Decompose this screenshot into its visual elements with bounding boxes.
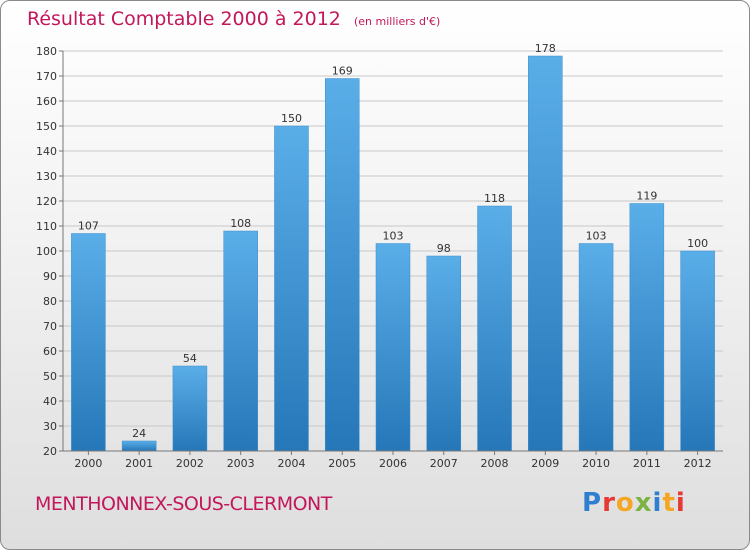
value-label-2011: 119 bbox=[636, 190, 657, 203]
label-layer: 107 24 54 108 150 169 103 98 118 178 103 119 100 bbox=[78, 42, 708, 440]
chart-subtitle: (en milliers d'€) bbox=[353, 15, 441, 28]
y-tick-label-70: 70 bbox=[43, 320, 57, 333]
bar-2003 bbox=[223, 230, 258, 452]
logo-letter: r bbox=[602, 488, 616, 518]
logo-letter: x bbox=[634, 488, 653, 518]
bar-2009 bbox=[528, 55, 563, 452]
title-row: Résultat Comptable 2000 à 2012 (en milli… bbox=[27, 8, 440, 30]
y-tick-label-50: 50 bbox=[43, 370, 57, 383]
x-tick-label-2007: 2007 bbox=[430, 457, 458, 470]
y-tick-label-20: 20 bbox=[43, 445, 57, 458]
bar-2001 bbox=[121, 440, 157, 452]
x-tick-label-2011: 2011 bbox=[633, 457, 661, 470]
x-tick-label-2004: 2004 bbox=[277, 457, 305, 470]
bar-2005 bbox=[324, 78, 360, 452]
value-label-2000: 107 bbox=[78, 220, 99, 233]
logo-letter: P bbox=[582, 488, 603, 518]
y-tick-label-120: 120 bbox=[36, 195, 57, 208]
value-label-2002: 54 bbox=[183, 352, 197, 365]
x-tick-label-2008: 2008 bbox=[481, 457, 509, 470]
logo-letter: i bbox=[652, 488, 663, 518]
bar-layer bbox=[71, 55, 715, 452]
bar-2011 bbox=[629, 203, 665, 452]
y-tick-label-160: 160 bbox=[36, 95, 57, 108]
x-tick-label-2005: 2005 bbox=[328, 457, 356, 470]
y-tick-label-80: 80 bbox=[43, 295, 57, 308]
y-tick-label-40: 40 bbox=[43, 395, 57, 408]
x-tick-label-2001: 2001 bbox=[125, 457, 153, 470]
y-tick-label-100: 100 bbox=[36, 245, 57, 258]
bar-2002 bbox=[172, 365, 208, 452]
x-tick-label-2002: 2002 bbox=[176, 457, 204, 470]
bar-2000 bbox=[71, 233, 106, 452]
bar-2012 bbox=[680, 250, 715, 452]
bar-2007 bbox=[426, 255, 462, 452]
value-label-2007: 98 bbox=[437, 242, 451, 255]
x-tick-label-2010: 2010 bbox=[582, 457, 610, 470]
value-label-2005: 169 bbox=[332, 65, 353, 78]
y-tick-label-170: 170 bbox=[36, 70, 57, 83]
x-tick-label-2012: 2012 bbox=[684, 457, 712, 470]
axis-layer: 20 30 40 50 60 70 80 90 100 110 120 130 140 150 160 170… bbox=[36, 45, 723, 470]
value-label-2009: 178 bbox=[535, 42, 556, 55]
value-label-2008: 118 bbox=[484, 192, 505, 205]
y-tick-label-140: 140 bbox=[36, 145, 57, 158]
logo-letter: o bbox=[615, 488, 635, 518]
bar-2004 bbox=[274, 125, 309, 452]
y-tick-label-180: 180 bbox=[36, 45, 57, 58]
commune-name: MENTHONNEX-SOUS-CLERMONT bbox=[35, 493, 332, 515]
value-label-2003: 108 bbox=[230, 217, 251, 230]
bar-2006 bbox=[375, 243, 411, 452]
value-label-2012: 100 bbox=[687, 237, 708, 250]
y-tick-label-60: 60 bbox=[43, 345, 57, 358]
value-label-2001: 24 bbox=[132, 427, 146, 440]
x-tick-label-2009: 2009 bbox=[531, 457, 559, 470]
y-tick-label-110: 110 bbox=[36, 220, 57, 233]
proxiti-logo[interactable]: Proxiti bbox=[582, 488, 686, 518]
chart-title: Résultat Comptable 2000 à 2012 bbox=[27, 8, 341, 30]
bar-2008 bbox=[477, 205, 512, 452]
logo-letter: t bbox=[662, 488, 676, 518]
x-tick-label-2000: 2000 bbox=[74, 457, 102, 470]
x-tick-label-2006: 2006 bbox=[379, 457, 407, 470]
x-tick-label-2003: 2003 bbox=[227, 457, 255, 470]
value-label-2006: 103 bbox=[383, 230, 404, 243]
bar-2010 bbox=[578, 243, 614, 452]
value-label-2004: 150 bbox=[281, 112, 302, 125]
y-tick-label-90: 90 bbox=[43, 270, 57, 283]
y-tick-label-30: 30 bbox=[43, 420, 57, 433]
value-label-2010: 103 bbox=[586, 230, 607, 243]
y-tick-label-130: 130 bbox=[36, 170, 57, 183]
logo-letter: i bbox=[675, 488, 686, 518]
y-tick-label-150: 150 bbox=[36, 120, 57, 133]
